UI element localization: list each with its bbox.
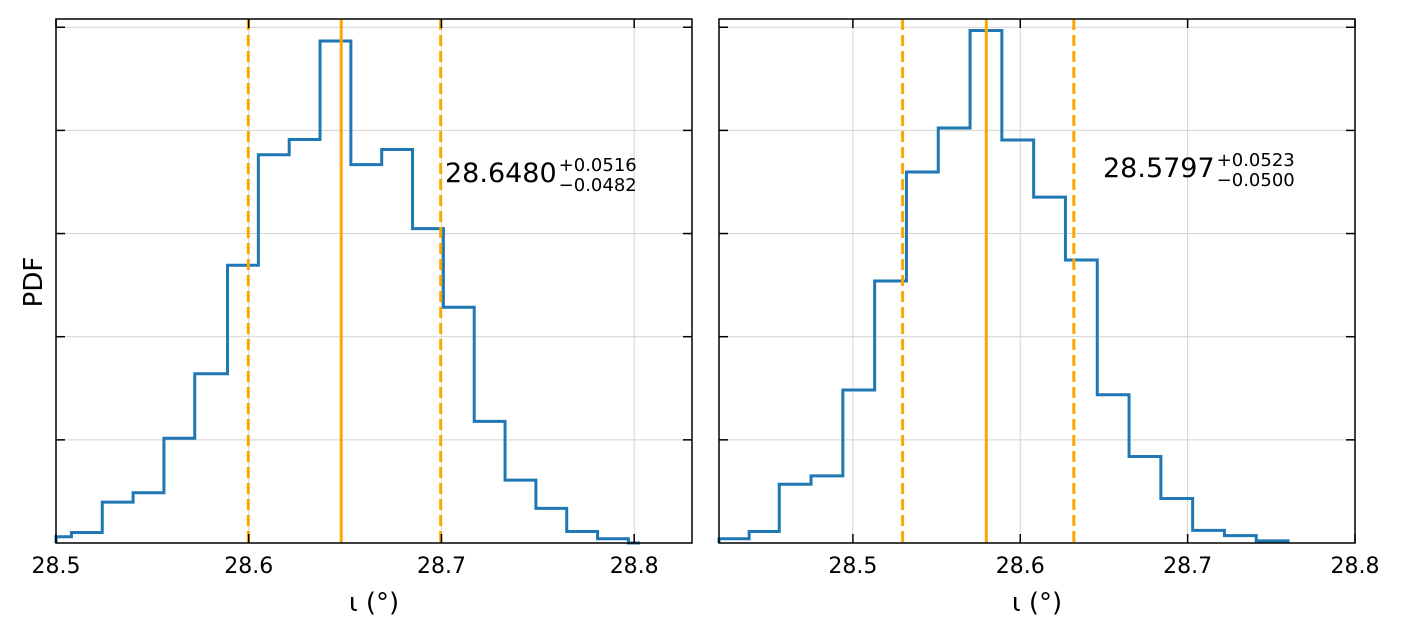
- x-tick-label: 28.5: [32, 554, 81, 579]
- x-tick-label: 28.8: [1331, 554, 1380, 579]
- annotation-plus: +0.0516: [559, 155, 637, 176]
- left-histogram-panel: 28.5 28.6 28.7 28.8 ι (°) 28.6480 +0.0516−0.04…: [32, 18, 693, 618]
- x-tick-label: 28.7: [417, 554, 466, 579]
- x-tick-label: 28.7: [1163, 554, 1212, 579]
- annotation-minus: −0.0500: [1217, 170, 1295, 191]
- histogram-series: [54, 39, 640, 545]
- median-annotation: 28.6480: [445, 158, 557, 189]
- annotation-minus: −0.0482: [559, 175, 637, 196]
- median-annotation: 28.5797: [1103, 153, 1215, 184]
- annotation-plus: +0.0523: [1217, 150, 1295, 171]
- x-axis-label: ι (°): [349, 588, 399, 618]
- x-tick-label: 28.6: [996, 554, 1045, 579]
- y-axis-label: PDF: [19, 257, 49, 308]
- right-histogram-panel: 28.5 28.6 28.7 28.8 ι (°) 28.5797 +0.0523−0.05…: [717, 18, 1380, 618]
- x-tick-label: 28.5: [828, 554, 877, 579]
- plot-frame: [718, 18, 1356, 544]
- x-tick-label: 28.8: [610, 554, 659, 579]
- plot-frame: [55, 18, 693, 544]
- histogram-series: [717, 29, 1290, 543]
- x-tick-label: 28.6: [224, 554, 273, 579]
- x-axis-label: ι (°): [1012, 588, 1062, 618]
